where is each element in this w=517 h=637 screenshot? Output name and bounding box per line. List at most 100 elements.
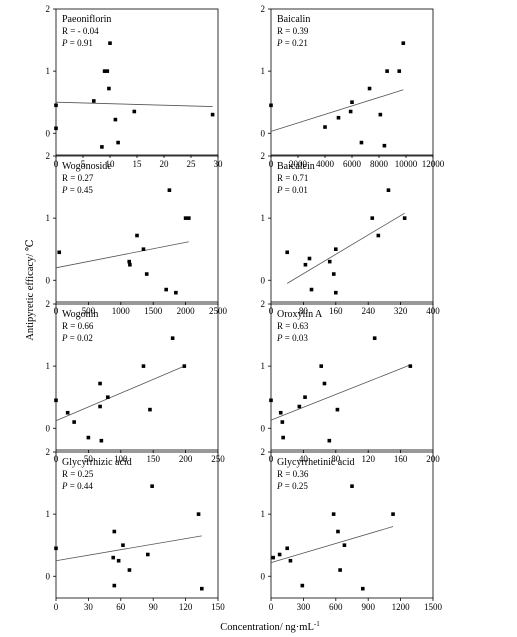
data-point — [200, 586, 204, 591]
y-tick-label: 2 — [261, 299, 266, 309]
y-axis-title: Antipyretic efficacy/ ℃ — [25, 239, 36, 341]
data-point — [342, 543, 347, 547]
x-tick-label: 25 — [187, 159, 197, 169]
data-point — [112, 583, 117, 588]
y-tick-label: 2 — [261, 447, 266, 457]
data-point — [72, 420, 76, 424]
panel-frame — [55, 303, 219, 451]
data-point — [164, 287, 168, 292]
x-axis-title: Concentration/ ng·mL-1 — [220, 620, 320, 633]
p-value-text: = 0.03 — [283, 333, 309, 343]
data-point — [309, 287, 314, 292]
x-tick-label: 500 — [82, 306, 96, 316]
p-symbol: P — [61, 38, 68, 48]
y-tick-label: 1 — [261, 66, 266, 76]
data-point — [367, 86, 372, 91]
data-point — [391, 512, 395, 516]
x-tick-label: 20 — [160, 159, 170, 169]
data-point — [285, 546, 289, 551]
data-point — [182, 364, 187, 368]
data-point — [378, 112, 383, 117]
data-point — [100, 145, 104, 149]
panel-frame — [55, 155, 219, 303]
data-point — [278, 410, 283, 415]
data-point — [174, 290, 178, 295]
x-tick-label: 40 — [299, 454, 309, 464]
x-tick-label: 600 — [329, 602, 343, 612]
r-value-label: R = 0.63 — [277, 321, 309, 331]
x-tick-label: 150 — [211, 602, 225, 612]
data-point — [111, 555, 116, 560]
x-tick-label: 80 — [331, 454, 341, 464]
y-tick-label: 2 — [46, 151, 51, 161]
y-tick-label: 1 — [46, 66, 51, 76]
data-point — [338, 568, 342, 572]
data-point — [127, 568, 132, 572]
p-value-text: = 0.21 — [283, 38, 308, 48]
x-tick-label: 4000 — [316, 159, 335, 169]
x-tick-label: 150 — [146, 454, 160, 464]
panel-title: Baicalin — [277, 14, 310, 25]
data-point — [277, 552, 282, 557]
data-point — [196, 512, 201, 516]
x-tick-label: 1200 — [392, 602, 411, 612]
data-point — [331, 512, 336, 516]
data-point — [113, 117, 118, 122]
regression-line — [286, 212, 405, 284]
x-tick-label: 80 — [299, 306, 309, 316]
x-tick-label: 320 — [394, 306, 408, 316]
regression-line — [55, 365, 185, 422]
x-tick-label: 2000 — [289, 159, 308, 169]
x-tick-label: 120 — [179, 602, 193, 612]
data-point — [269, 103, 273, 108]
data-point — [285, 250, 289, 255]
data-point — [334, 247, 338, 251]
p-symbol: P — [276, 185, 283, 195]
data-point — [401, 41, 406, 45]
x-tick-label: 15 — [133, 159, 143, 169]
p-value-label: P = 0.25 — [276, 481, 308, 491]
regression-line — [55, 101, 213, 107]
data-point — [281, 435, 285, 440]
data-point — [334, 290, 338, 295]
data-point — [336, 115, 341, 120]
data-point — [183, 216, 188, 220]
p-symbol: P — [276, 481, 283, 491]
panel-frame — [270, 155, 434, 303]
x-tick-label: 0 — [269, 602, 274, 612]
data-point — [54, 398, 58, 403]
data-point — [327, 438, 332, 443]
r-value-label: R = 0.25 — [62, 469, 94, 479]
panel-title: Oroxylin A — [277, 309, 323, 320]
data-point — [98, 381, 102, 386]
y-tick-label: 2 — [261, 4, 266, 14]
x-tick-label: 8000 — [370, 159, 389, 169]
data-point — [408, 364, 413, 368]
data-point — [271, 555, 275, 560]
y-tick-label: 0 — [261, 128, 266, 138]
x-tick-label: 0 — [54, 602, 59, 612]
data-point — [187, 216, 191, 220]
p-symbol: P — [61, 481, 68, 491]
x-tick-label: 120 — [361, 454, 375, 464]
panel-title: Paeoniflorin — [62, 14, 111, 25]
data-point — [170, 336, 175, 340]
y-tick-label: 2 — [46, 299, 51, 309]
data-point — [372, 336, 377, 340]
data-point — [336, 529, 340, 534]
r-value-label: R = - 0.04 — [62, 26, 99, 36]
p-value-text: = 0.45 — [68, 185, 94, 195]
regression-line — [270, 89, 404, 132]
data-point — [127, 259, 132, 264]
x-tick-label: 1500 — [424, 602, 443, 612]
x-tick-label: 100 — [114, 454, 128, 464]
x-tick-label: 5 — [81, 159, 86, 169]
x-axis-title-exponent: -1 — [314, 620, 320, 628]
r-value-label: R = 0.36 — [277, 469, 309, 479]
x-tick-label: 200 — [179, 454, 193, 464]
data-point — [350, 100, 354, 104]
